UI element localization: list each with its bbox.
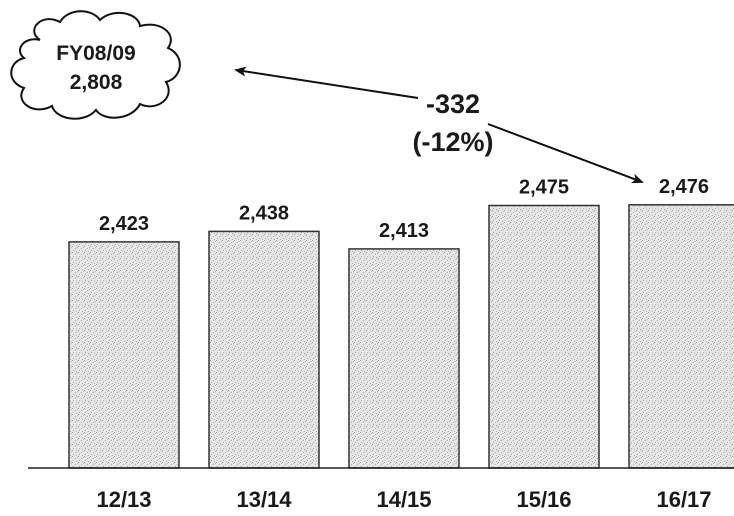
bar-value-label: 2,438 — [239, 202, 289, 224]
category-tick-label: 12/13 — [96, 487, 151, 512]
bar-value-label: 2,476 — [659, 176, 709, 198]
bar-value-label: 2,413 — [379, 220, 429, 242]
change-percent-label: (-12%) — [412, 127, 493, 157]
arrow-to-baseline — [234, 66, 419, 99]
category-labels-group: 12/13 13/14 14/15 15/16 16/17 — [96, 487, 711, 512]
arrow-to-latest — [487, 123, 644, 184]
value-labels-group: 2,423 2,438 2,413 2,475 2,476 — [99, 176, 709, 242]
cloud-label-period: FY08/09 — [56, 42, 135, 65]
bar-value-label: 2,423 — [99, 213, 149, 235]
bars-group — [68, 204, 734, 469]
cloud-shape — [10, 10, 181, 120]
bar-14-15 — [348, 248, 460, 469]
bar-13-14 — [208, 230, 320, 469]
bar-16-17 — [628, 204, 734, 469]
category-tick-label: 15/16 — [516, 487, 571, 512]
bar-value-label: 2,475 — [519, 177, 569, 199]
change-annotation: -332 (-12%) — [234, 66, 644, 184]
category-tick-label: 14/15 — [376, 487, 431, 512]
bar-15-16 — [488, 204, 600, 469]
baseline-cloud: FY08/09 2,808 — [10, 10, 181, 120]
cloud-label-value: 2,808 — [70, 71, 123, 94]
bar-12-13 — [68, 241, 180, 469]
category-tick-label: 16/17 — [656, 487, 711, 512]
change-absolute-label: -332 — [426, 89, 480, 119]
category-tick-label: 13/14 — [236, 487, 292, 512]
